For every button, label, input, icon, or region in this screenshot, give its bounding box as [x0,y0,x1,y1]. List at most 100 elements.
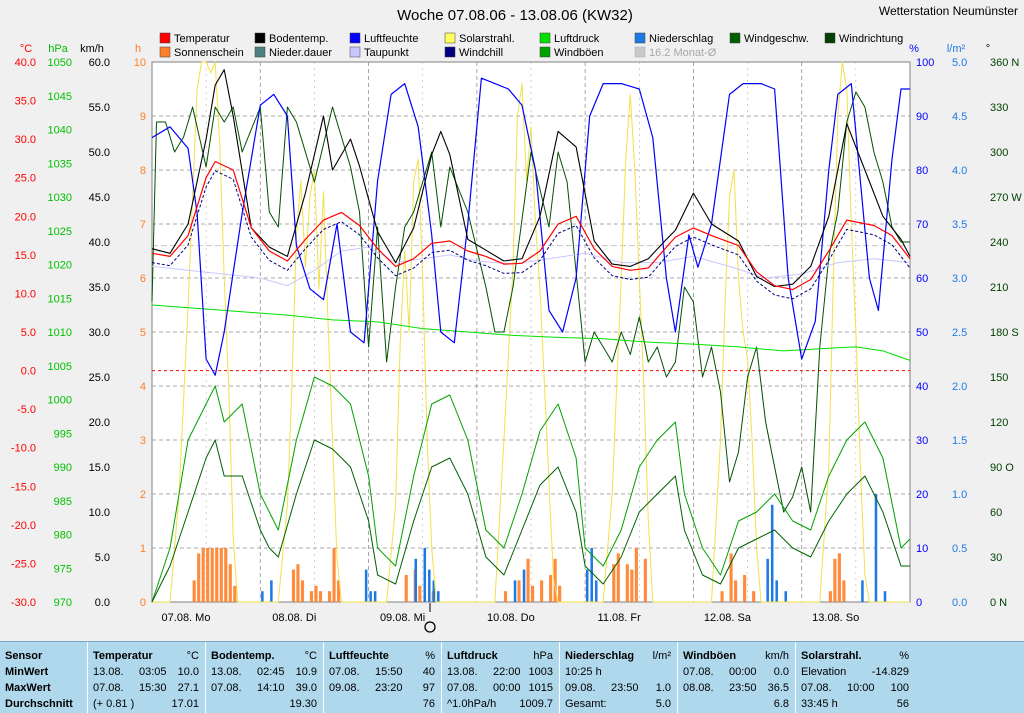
stats-cell-label: Bodentemp. [211,650,275,662]
humidity-axis-tick: 90 [916,111,928,123]
rain-bar [770,504,774,602]
stats-cell-value: 1003 [528,666,553,678]
stats-column: Solarstrahl.% Elevation -14.829 07.08. 10:00… [795,642,915,713]
rain-bar [364,569,368,602]
stats-row: Luftfeuchte% [329,648,435,664]
stats-column: Windböen km/h 07.08. 00:00 0.0 08.08. 23:50 36.… [677,642,795,713]
humidity-axis-tick: 70 [916,219,928,231]
legend-swatch [254,32,266,44]
sunshine-bar [531,585,535,602]
sunshine-bar [616,553,620,602]
stats-row: Gesamt: 5.0 [565,696,671,712]
stats-cell-time: 02:45 [257,666,285,678]
pressure-axis-tick: 1045 [48,91,72,103]
sunshine-bar [517,580,521,602]
stats-cell-label: 13.08. [211,666,242,678]
legend-entry: Windgeschw. [744,33,809,45]
legend-entry: 16.2 Monat-Ø [649,47,717,59]
stats-cell-value: 27.1 [177,682,199,694]
pressure-axis-tick: 1000 [48,395,72,407]
sunshine-bar [833,558,837,602]
wind-axis-tick: 10.0 [89,507,110,519]
stats-cell-label: Windböen [683,650,737,662]
legend-swatch [539,32,551,44]
sunshine-bar [404,575,408,602]
stats-cell-value: % [899,650,909,662]
pressure-axis-tick: 985 [54,496,72,508]
stats-cell-label: Luftdruck [447,650,498,662]
humidity-axis-tick: 80 [916,165,928,177]
stats-row: 33:45 h 56 [801,696,909,712]
legend-swatch [159,32,171,44]
statistics-table: Sensor MinWert MaxWert Durchschnitt Temp… [0,641,1024,713]
temp-axis-tick: 15.0 [15,250,36,262]
humidity-axis-tick: 50 [916,327,928,339]
sunshine-bar [643,558,647,602]
stats-row: 13.08. 03:05 10.0 [93,664,199,680]
direction-axis-tick: 360 N [990,57,1019,69]
sunshine-bar [224,548,228,602]
stats-row: 76 [329,696,435,712]
temp-axis-tick: 40.0 [15,57,36,69]
stats-column: Niederschlag l/m² 10:25 h 09.08. 23:50 1.0 Ges… [559,642,677,713]
sunshine-bar [842,580,846,602]
stats-row: (+ 0.81 ) 17.01 [93,696,199,712]
hours-axis-tick: 0 [140,597,146,609]
hours-axis-tick: 1 [140,543,146,555]
stats-cell-time: 00:00 [729,666,757,678]
stats-cell-label: 07.08. [801,682,832,694]
rain-bar [437,591,440,602]
legend-entry: Sonnenschein [174,47,244,59]
sunshine-bar [503,591,508,602]
legend-swatch [159,46,171,58]
sunshine-bar [612,564,616,602]
stats-cell-label: Luftfeuchte [329,650,389,662]
temp-axis-tick: -20.0 [11,520,36,532]
stats-row: Windböen km/h [683,648,789,664]
wind-direction-line [151,91,910,513]
stats-cell-label: 07.08. [211,682,242,694]
stats-cell-value: 1.0 [655,682,671,694]
stats-cell-label: 09.08. [329,682,360,694]
rain-bar [590,548,593,602]
stats-row: 07.08. 10:00 100 [801,680,909,696]
wind-axis-tick: 5.0 [95,552,110,564]
rain-bar [861,580,864,602]
direction-axis-tick: 120 [990,417,1008,429]
stats-cell-value: 76 [422,698,435,710]
temp-axis-tick: 25.0 [15,173,36,185]
station-name: Wetterstation Neumünster [878,4,1018,18]
stats-cell-label: Solarstrahl. [801,650,862,662]
rain-axis-tick: 0.0 [952,597,967,609]
rain-bar [522,569,526,602]
temp-axis-tick: -5.0 [17,404,36,416]
sunshine-bar [219,548,223,602]
stats-cell-value: 10.0 [177,666,199,678]
stats-cell-label: 07.08. [329,666,360,678]
rain-bar [369,591,372,602]
rain-axis-tick: 2.5 [952,327,967,339]
legend-swatch [444,46,456,58]
stats-row: 07.08. 00:00 0.0 [683,664,789,680]
sunshine-bar [743,575,747,602]
pressure-axis-tick: 980 [54,530,72,542]
temp-axis-tick: 0.0 [21,366,36,378]
pressure-axis-tick: 1050 [48,57,72,69]
direction-axis-tick: 300 [990,147,1008,159]
stats-cell-value: 97 [422,682,435,694]
rain-axis-tick: 0.5 [952,543,967,555]
stats-cell-label: 07.08. [447,682,478,694]
direction-axis-tick: 30 [990,552,1002,564]
sunshine-bar [192,580,196,602]
wind-axis-tick: 25.0 [89,372,110,384]
pressure-axis-tick: 1030 [48,192,72,204]
stats-cell-value: % [425,650,435,662]
sunshine-bar [837,553,841,602]
humidity-axis-tick: 30 [916,435,928,447]
pressure-axis-unit: hPa [48,43,68,55]
legend-swatch [539,46,551,58]
hours-axis-tick: 3 [140,435,146,447]
stats-cell-value: °C [304,650,317,662]
weekly-weather-chart: 40.035.030.025.020.015.010.05.00.0-5.0-1… [10,7,1023,633]
